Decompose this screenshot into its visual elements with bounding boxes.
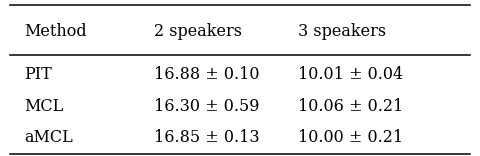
- Text: 3 speakers: 3 speakers: [298, 23, 386, 40]
- Text: MCL: MCL: [24, 98, 63, 115]
- Text: 16.85 ± 0.13: 16.85 ± 0.13: [154, 129, 259, 146]
- Text: 16.88 ± 0.10: 16.88 ± 0.10: [154, 66, 259, 83]
- Text: 10.00 ± 0.21: 10.00 ± 0.21: [298, 129, 403, 146]
- Text: 10.06 ± 0.21: 10.06 ± 0.21: [298, 98, 403, 115]
- Text: PIT: PIT: [24, 66, 52, 83]
- Text: Method: Method: [24, 23, 86, 40]
- Text: aMCL: aMCL: [24, 129, 73, 146]
- Text: 16.30 ± 0.59: 16.30 ± 0.59: [154, 98, 259, 115]
- Text: 2 speakers: 2 speakers: [154, 23, 241, 40]
- Text: 10.01 ± 0.04: 10.01 ± 0.04: [298, 66, 403, 83]
